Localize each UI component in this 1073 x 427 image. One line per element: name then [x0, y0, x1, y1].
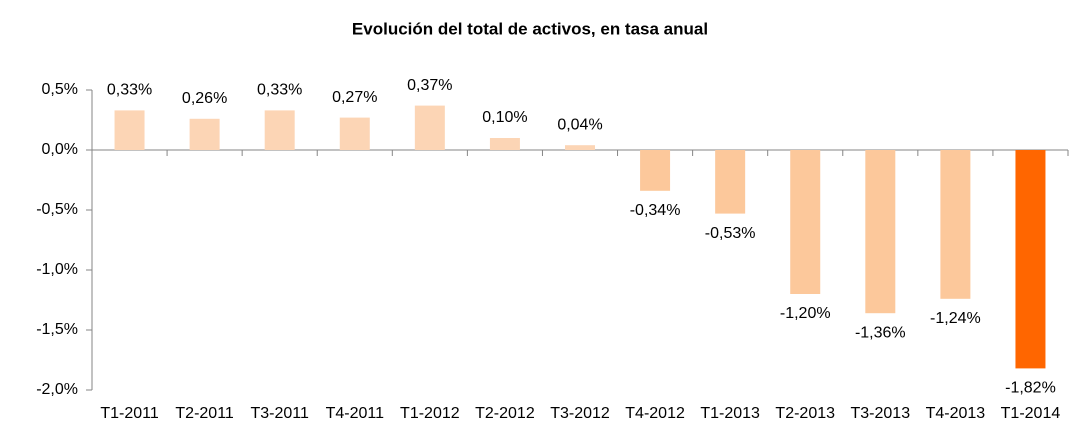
- bar: [715, 150, 746, 214]
- y-tick-label: 0,5%: [42, 81, 78, 98]
- x-tick-label: T4-2013: [926, 405, 986, 422]
- x-tick-label: T3-2012: [550, 405, 610, 422]
- y-tick-label: -1,5%: [36, 321, 78, 338]
- bar: [865, 150, 896, 314]
- value-label: -1,82%: [1005, 380, 1056, 397]
- x-tick-label: T2-2012: [475, 405, 535, 422]
- y-tick-label: -1,0%: [36, 261, 78, 278]
- value-label: -1,24%: [930, 310, 981, 327]
- value-label: 0,33%: [107, 82, 152, 99]
- x-tick-label: T2-2011: [175, 405, 234, 422]
- value-label: 0,37%: [407, 77, 452, 94]
- value-label: -1,36%: [855, 324, 906, 341]
- value-label: -0,34%: [630, 202, 681, 219]
- bar: [790, 150, 821, 294]
- x-tick-label: T1-2014: [1001, 405, 1061, 422]
- bar: [264, 110, 295, 150]
- chart-title: Evolución del total de activos, en tasa …: [352, 19, 708, 38]
- x-tick-label: T1-2011: [100, 405, 159, 422]
- x-tick-label: T4-2012: [625, 405, 685, 422]
- y-tick-label: -0,5%: [36, 201, 78, 218]
- bar: [414, 105, 445, 150]
- bar: [1015, 150, 1046, 369]
- value-label: 0,04%: [557, 116, 602, 133]
- x-tick-label: T1-2012: [400, 405, 460, 422]
- x-tick-label: T3-2013: [851, 405, 911, 422]
- y-tick-label: -2,0%: [36, 381, 78, 398]
- bar: [114, 110, 145, 150]
- bar: [339, 117, 370, 150]
- value-label: 0,33%: [257, 82, 302, 99]
- y-tick-label: 0,0%: [42, 141, 78, 158]
- x-tick-label: T4-2011: [326, 405, 385, 422]
- bar: [640, 150, 671, 191]
- value-label: -1,20%: [780, 305, 831, 322]
- bar: [565, 145, 595, 150]
- x-tick-label: T3-2011: [250, 405, 309, 422]
- value-label: 0,27%: [332, 89, 377, 106]
- value-label: 0,10%: [482, 109, 527, 126]
- bar: [489, 138, 520, 150]
- bar: [940, 150, 971, 299]
- value-label: 0,26%: [182, 90, 227, 107]
- x-tick-label: T1-2013: [700, 405, 760, 422]
- bar: [189, 118, 220, 150]
- value-label: -0,53%: [705, 225, 756, 242]
- x-tick-label: T2-2013: [775, 405, 835, 422]
